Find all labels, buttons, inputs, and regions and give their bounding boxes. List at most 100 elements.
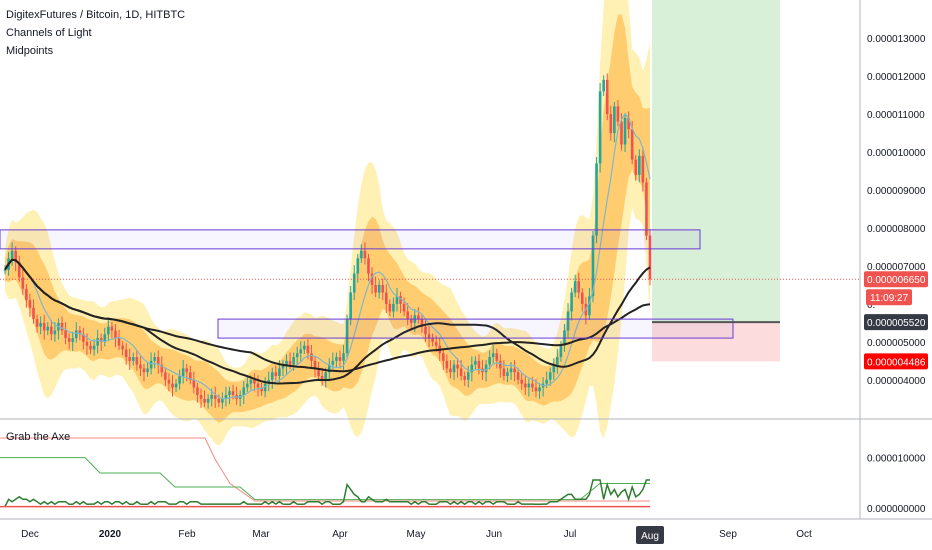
candle-body — [484, 364, 488, 373]
candle-body — [499, 360, 502, 369]
indicator-midpoints[interactable]: Midpoints — [6, 45, 54, 57]
candle-body — [263, 383, 267, 392]
candle-body — [320, 376, 324, 380]
candle-body — [256, 383, 260, 388]
ma-value-tag-bg — [864, 314, 928, 331]
candle-body — [402, 303, 406, 312]
candle-body — [345, 319, 349, 354]
oscillator-title[interactable]: Grab the Axe — [6, 431, 71, 443]
candle-body — [588, 296, 591, 316]
candle-body — [648, 235, 652, 280]
support-zone-box — [217, 318, 734, 339]
candle-body — [274, 372, 278, 377]
candle-body — [434, 341, 438, 346]
candle-body — [598, 91, 602, 164]
candle-body — [192, 379, 196, 388]
ma-value-tag: 0.000005520 — [867, 318, 926, 329]
candle-body — [406, 311, 409, 320]
candle-body — [231, 391, 235, 396]
time-axis-label: 2020 — [99, 529, 122, 540]
candle-body — [609, 114, 613, 134]
candle-body — [60, 322, 64, 331]
price-axis-label: 0.000005000 — [867, 338, 926, 349]
candle-body — [577, 281, 581, 293]
candle-body — [342, 353, 345, 361]
candle-body — [71, 338, 75, 342]
candle-body — [445, 360, 449, 369]
candle-body — [3, 269, 7, 271]
time-axis-label: Jun — [486, 529, 502, 540]
candle-body — [327, 364, 331, 373]
candle-body — [164, 372, 167, 380]
candle-body — [591, 235, 595, 297]
candle-body — [295, 353, 299, 358]
candle-body — [35, 319, 39, 327]
stop-zone — [652, 322, 780, 362]
time-axis-label: Jul — [564, 529, 577, 540]
candle-body — [199, 395, 203, 399]
time-axis-label: Feb — [178, 529, 196, 540]
candle-body — [17, 262, 21, 278]
candle-body — [324, 372, 328, 380]
candle-body — [442, 353, 445, 361]
time-axis-label: Mar — [252, 529, 270, 540]
candle-body — [420, 319, 424, 327]
candle-body — [139, 364, 142, 369]
last-price-tag-bg — [864, 271, 928, 288]
candle-body — [221, 398, 224, 403]
candle-body — [459, 368, 463, 377]
candle-body — [545, 379, 548, 384]
candle-body — [566, 311, 570, 331]
candle-body — [160, 364, 164, 373]
candle-body — [189, 372, 192, 380]
candle-body — [253, 379, 256, 384]
price-axis-label: 0.000012000 — [867, 72, 926, 83]
candle-body — [124, 349, 128, 358]
candle-body — [595, 163, 598, 236]
candle-body — [477, 360, 481, 369]
candle-body — [82, 334, 85, 342]
price-axis-label: 0.000013000 — [867, 34, 926, 45]
candle-body — [502, 368, 506, 377]
candle-body — [388, 303, 392, 312]
candle-body — [466, 372, 470, 380]
candle-body — [89, 345, 92, 350]
candle-body — [128, 357, 132, 361]
candle-body — [135, 357, 139, 365]
candle-body — [149, 360, 153, 369]
candle-body — [349, 292, 352, 320]
candle-body — [114, 330, 117, 339]
candle-body — [527, 383, 531, 388]
resistance-zone-box — [0, 229, 701, 250]
candle-body — [185, 368, 189, 373]
candle-body — [242, 387, 246, 396]
candle-body — [363, 250, 367, 259]
oscillator-trail-red — [0, 437, 650, 502]
candle-body — [573, 281, 577, 293]
candle-body — [395, 296, 399, 304]
current-date-tag: Aug — [641, 531, 659, 542]
candle-body — [306, 345, 310, 354]
oscillator-axis-label: 0.000000000 — [867, 504, 926, 515]
candle-body — [167, 379, 171, 384]
symbol-title: DigitexFutures / Bitcoin, 1D, HITBTC — [6, 9, 186, 21]
candle-body — [131, 357, 135, 361]
candle-body — [534, 387, 538, 392]
candle-body — [21, 277, 25, 289]
candle-body — [39, 322, 42, 327]
candle-body — [623, 117, 627, 145]
candle-body — [107, 326, 110, 335]
last-price-tag: 0.000006650 — [867, 275, 926, 286]
candle-body — [46, 326, 50, 331]
candle-body — [260, 387, 263, 392]
candle-body — [203, 398, 206, 403]
indicator-channels-of-light[interactable]: Channels of Light — [6, 27, 92, 39]
candle-body — [217, 398, 221, 403]
price-axis-label: 0. — [867, 300, 875, 311]
candle-body — [281, 364, 285, 369]
price-axis-label: 0.000010000 — [867, 148, 926, 159]
candle-body — [146, 368, 149, 373]
candle-body — [103, 334, 107, 342]
time-axis-label: Apr — [332, 529, 348, 540]
